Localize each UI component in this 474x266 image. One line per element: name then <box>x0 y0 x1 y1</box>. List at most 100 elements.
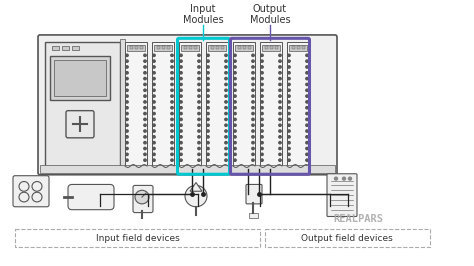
Circle shape <box>126 159 128 161</box>
Circle shape <box>171 54 173 56</box>
Circle shape <box>279 130 281 132</box>
Circle shape <box>144 72 146 74</box>
Circle shape <box>234 54 236 56</box>
Circle shape <box>261 118 263 120</box>
Circle shape <box>261 72 263 74</box>
Circle shape <box>225 89 227 92</box>
Circle shape <box>207 159 209 161</box>
Circle shape <box>198 77 200 80</box>
Circle shape <box>126 101 128 103</box>
Circle shape <box>234 153 236 156</box>
Circle shape <box>171 60 173 62</box>
Bar <box>235 45 253 51</box>
Circle shape <box>126 107 128 109</box>
Circle shape <box>279 89 281 92</box>
Circle shape <box>153 83 155 86</box>
Circle shape <box>306 113 308 115</box>
Circle shape <box>144 66 146 68</box>
Circle shape <box>144 124 146 126</box>
Circle shape <box>335 177 337 180</box>
Circle shape <box>144 107 146 109</box>
Circle shape <box>171 136 173 138</box>
Bar <box>249 213 258 218</box>
Circle shape <box>261 159 263 161</box>
Circle shape <box>144 60 146 62</box>
Bar <box>243 45 246 49</box>
Circle shape <box>144 83 146 86</box>
Circle shape <box>171 147 173 150</box>
Circle shape <box>279 107 281 109</box>
Circle shape <box>144 153 146 156</box>
Circle shape <box>225 77 227 80</box>
Circle shape <box>234 124 236 126</box>
Bar <box>216 45 219 49</box>
Circle shape <box>153 107 155 109</box>
Circle shape <box>252 136 254 138</box>
Circle shape <box>288 95 290 97</box>
Circle shape <box>279 113 281 115</box>
Circle shape <box>207 153 209 156</box>
Circle shape <box>252 118 254 120</box>
Circle shape <box>153 147 155 150</box>
Circle shape <box>126 118 128 120</box>
Circle shape <box>207 124 209 126</box>
Bar <box>275 45 278 49</box>
Circle shape <box>153 113 155 115</box>
Circle shape <box>207 118 209 120</box>
Circle shape <box>144 77 146 80</box>
Circle shape <box>261 66 263 68</box>
Circle shape <box>171 89 173 92</box>
Circle shape <box>288 136 290 138</box>
Bar <box>233 42 255 168</box>
Circle shape <box>306 153 308 156</box>
Circle shape <box>180 89 182 92</box>
Circle shape <box>153 60 155 62</box>
FancyBboxPatch shape <box>246 184 262 204</box>
Circle shape <box>171 83 173 86</box>
Circle shape <box>306 60 308 62</box>
Circle shape <box>306 72 308 74</box>
Circle shape <box>207 136 209 138</box>
Circle shape <box>180 107 182 109</box>
Bar <box>289 45 307 51</box>
Circle shape <box>279 54 281 56</box>
Circle shape <box>234 147 236 150</box>
Bar <box>152 42 174 168</box>
Circle shape <box>306 83 308 86</box>
Circle shape <box>153 142 155 144</box>
Circle shape <box>153 101 155 103</box>
Circle shape <box>198 83 200 86</box>
Circle shape <box>171 124 173 126</box>
Circle shape <box>180 113 182 115</box>
Circle shape <box>252 113 254 115</box>
FancyBboxPatch shape <box>327 174 357 217</box>
Circle shape <box>126 60 128 62</box>
Circle shape <box>279 118 281 120</box>
Bar <box>40 165 335 173</box>
Circle shape <box>261 54 263 56</box>
Circle shape <box>153 124 155 126</box>
Bar <box>206 42 228 168</box>
Circle shape <box>198 60 200 62</box>
Circle shape <box>198 54 200 56</box>
Circle shape <box>306 142 308 144</box>
Circle shape <box>171 159 173 161</box>
Circle shape <box>306 107 308 109</box>
Circle shape <box>234 95 236 97</box>
Circle shape <box>180 60 182 62</box>
Bar <box>270 45 273 49</box>
Circle shape <box>252 101 254 103</box>
Circle shape <box>153 136 155 138</box>
Bar <box>297 45 300 49</box>
Circle shape <box>180 77 182 80</box>
Bar <box>140 45 143 49</box>
Circle shape <box>198 159 200 161</box>
Circle shape <box>252 142 254 144</box>
Circle shape <box>171 77 173 80</box>
Circle shape <box>207 107 209 109</box>
Circle shape <box>171 66 173 68</box>
Circle shape <box>234 77 236 80</box>
Circle shape <box>261 77 263 80</box>
Circle shape <box>288 159 290 161</box>
Bar <box>262 45 280 51</box>
